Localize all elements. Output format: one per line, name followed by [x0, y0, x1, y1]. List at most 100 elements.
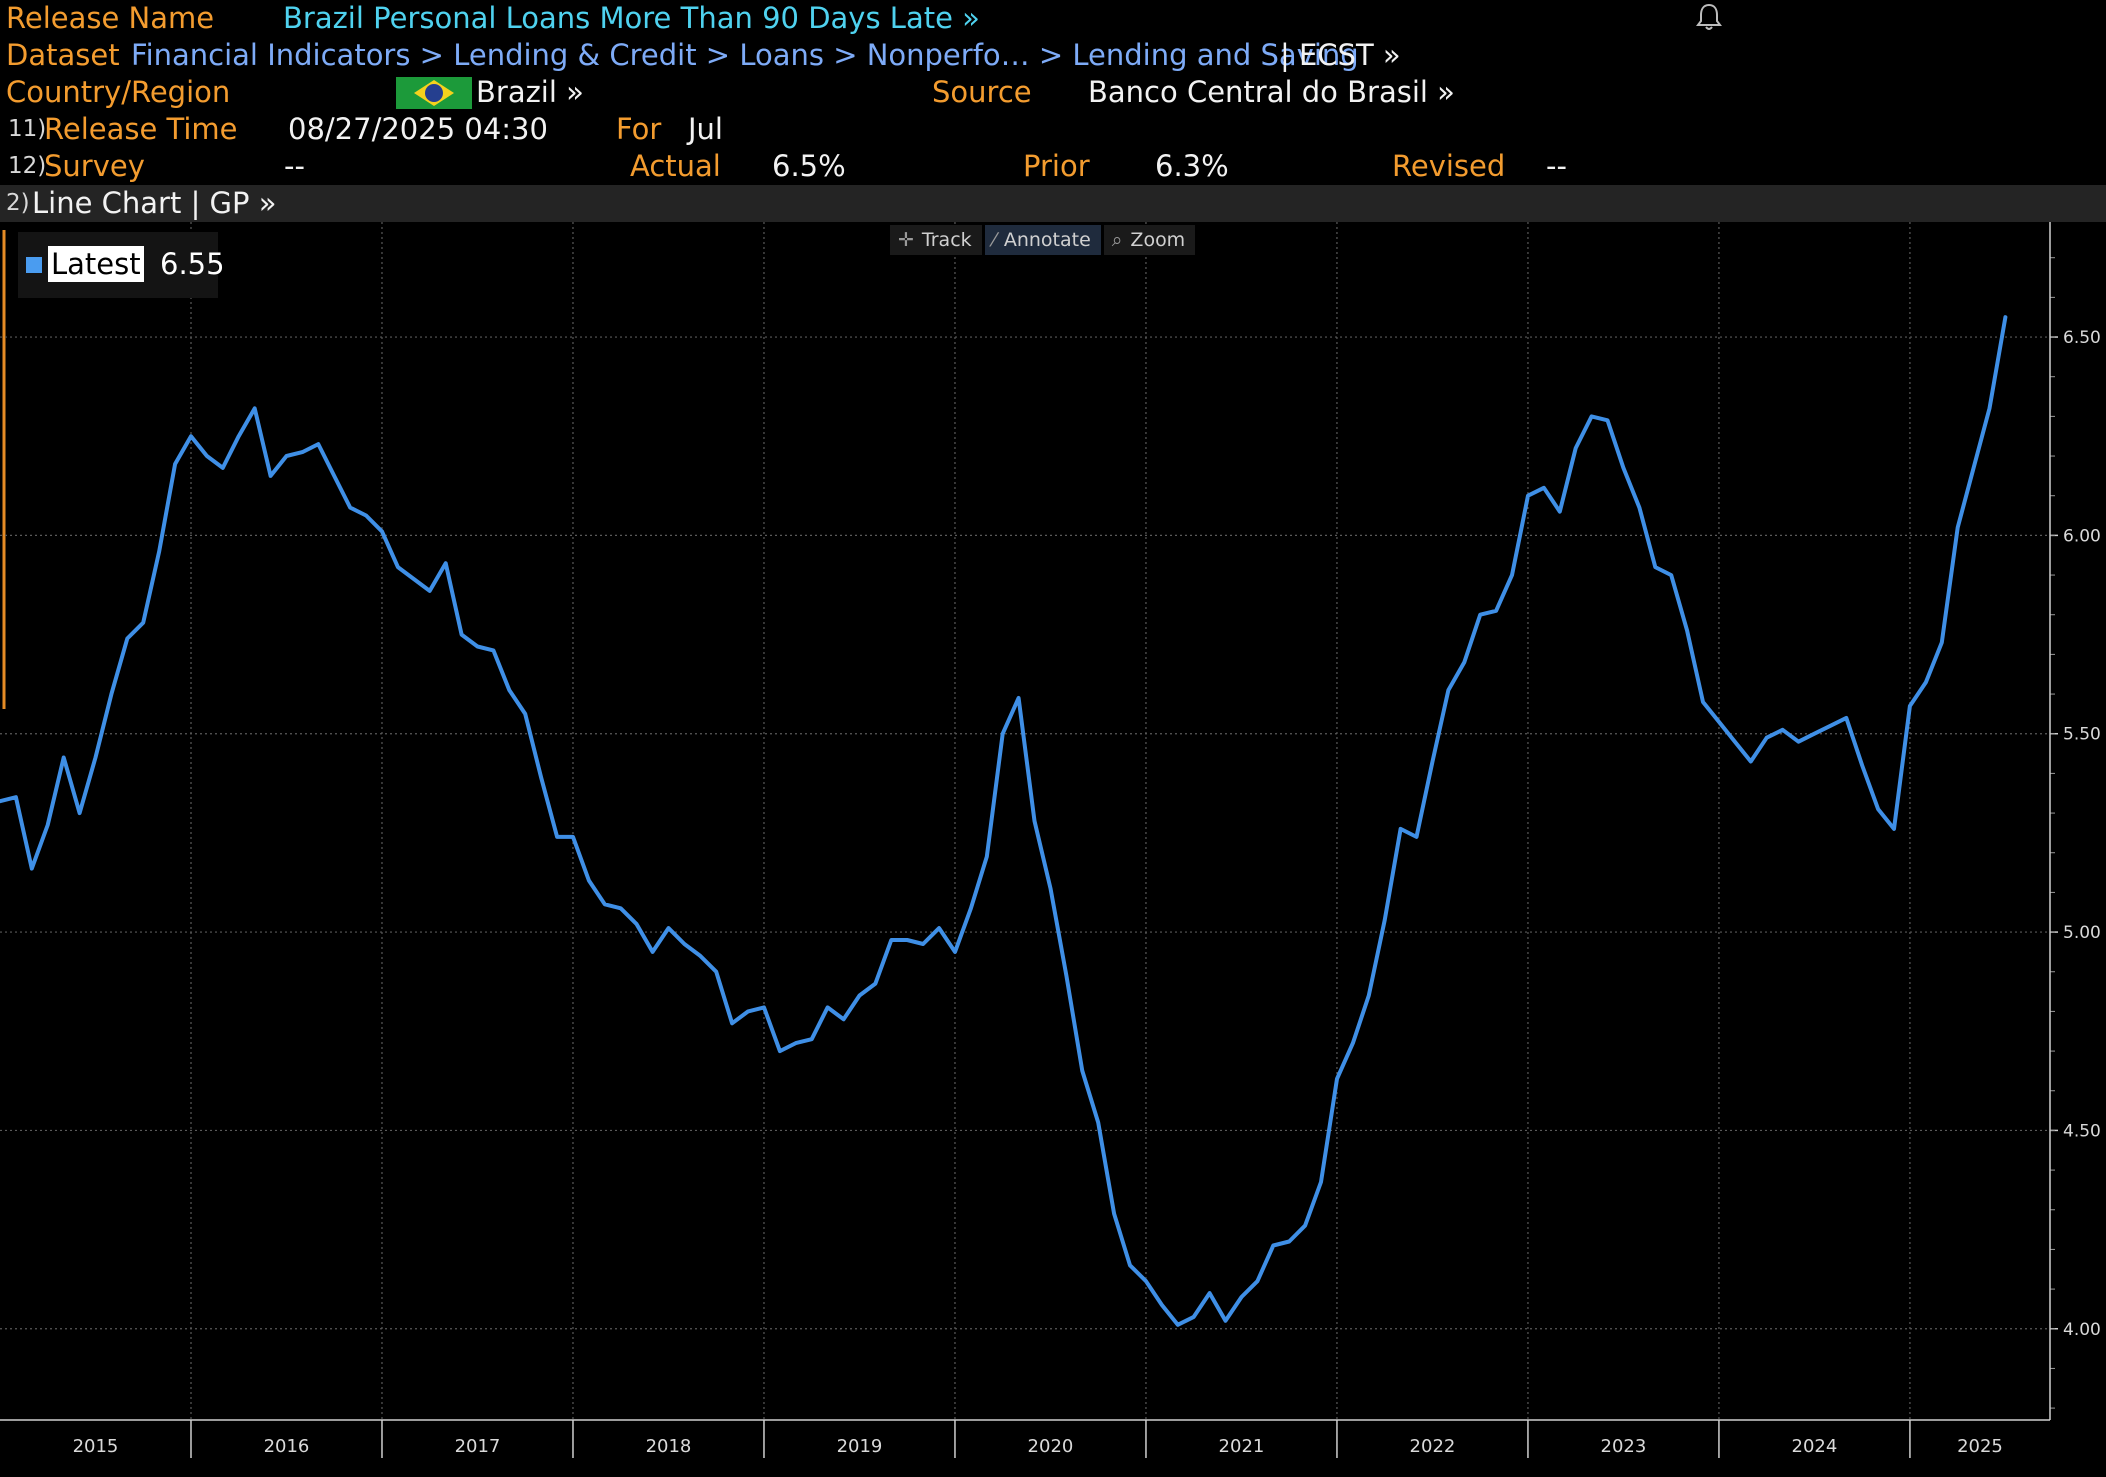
brazil-flag-icon [396, 77, 472, 109]
data-point [1478, 613, 1482, 617]
data-point [1415, 835, 1419, 839]
data-point [1112, 1212, 1116, 1216]
zoom-button[interactable]: ⌕ Zoom [1103, 225, 1196, 255]
release-time-number: 11) [8, 116, 47, 142]
survey-number: 12) [8, 153, 47, 179]
release-name-label: Release Name [6, 1, 215, 35]
data-point [778, 1049, 782, 1053]
data-point [1940, 641, 1944, 645]
data-point [460, 633, 464, 637]
data-point [1924, 680, 1928, 684]
data-point [1606, 418, 1610, 422]
pencil-icon: ⁄ [992, 229, 996, 251]
line-chart[interactable]: 4.00 4.50 5.00 5.50 6.00 6.50 2015 2016 2017 2018… [0, 222, 2106, 1477]
release-time-value: 08/27/2025 04:30 [288, 112, 548, 146]
data-point [62, 756, 66, 760]
track-button[interactable]: ✛ Track [890, 225, 982, 255]
data-point [1765, 736, 1769, 740]
series-line-latest[interactable] [0, 315, 2008, 1327]
survey-value: -- [284, 149, 305, 183]
data-point [396, 565, 400, 569]
chart-legend[interactable]: Latest 6.55 [18, 232, 225, 298]
y-tick-label: 5.50 [2063, 725, 2101, 745]
x-tick-label: 2016 [264, 1436, 310, 1457]
data-point [810, 1037, 814, 1041]
y-tick-label: 5.00 [2063, 923, 2101, 943]
crosshair-icon: ✛ [898, 229, 914, 251]
data-point [1797, 740, 1801, 744]
data-point [587, 879, 591, 883]
data-point [985, 855, 989, 859]
country-row: Country/Region Brazil » Source Banco Cen… [0, 74, 2106, 111]
data-point [1303, 1224, 1307, 1228]
data-point [858, 994, 862, 998]
data-point [1558, 510, 1562, 514]
data-point [316, 442, 320, 446]
data-point [539, 775, 543, 779]
data-point [109, 692, 113, 696]
chart-type-link[interactable]: Line Chart | GP » [32, 186, 277, 220]
release-time-label[interactable]: Release Time [44, 112, 238, 146]
data-point [1653, 565, 1657, 569]
data-point [1176, 1323, 1180, 1327]
prior-label: Prior [1023, 149, 1090, 183]
data-point [364, 514, 368, 518]
data-point [555, 835, 559, 839]
legend-swatch [26, 257, 42, 273]
revised-label: Revised [1392, 149, 1506, 183]
dataset-breadcrumb[interactable]: Financial Indicators > Lending & Credit … [131, 38, 1359, 72]
data-point [969, 906, 973, 910]
data-point [1526, 494, 1530, 498]
data-point [141, 621, 145, 625]
chart-header-bar: 2) Line Chart | GP » [0, 185, 2106, 222]
dataset-label: Dataset [6, 38, 120, 72]
data-point [1956, 526, 1960, 530]
data-point [603, 902, 607, 906]
bell-icon[interactable] [1696, 2, 1722, 32]
data-point [30, 867, 34, 871]
data-point [1510, 573, 1514, 577]
data-point [571, 835, 575, 839]
data-point [94, 756, 98, 760]
annotate-label: Annotate [1003, 229, 1091, 251]
data-point [619, 906, 623, 910]
data-point [1876, 807, 1880, 811]
source-label: Source [932, 75, 1032, 109]
x-tick-label: 2023 [1601, 1436, 1647, 1457]
data-point [1319, 1180, 1323, 1184]
y-tick-label: 4.50 [2063, 1121, 2101, 1141]
release-name-row: Release Name Brazil Personal Loans More … [0, 0, 2106, 37]
data-point [1781, 728, 1785, 732]
data-point [428, 589, 432, 593]
zoom-label: Zoom [1130, 229, 1186, 251]
data-point [1542, 486, 1546, 490]
data-point [1033, 819, 1037, 823]
data-point [1271, 1244, 1275, 1248]
y-tick-label: 6.50 [2063, 328, 2101, 348]
data-point [1192, 1315, 1196, 1319]
annotate-button[interactable]: ⁄ Annotate [984, 225, 1101, 255]
data-point [1096, 1121, 1100, 1125]
survey-label[interactable]: Survey [44, 149, 145, 183]
data-point [1144, 1279, 1148, 1283]
data-point [1431, 760, 1435, 764]
y-tick-label: 4.00 [2063, 1320, 2101, 1340]
track-label: Track [921, 229, 972, 251]
dataset-ticker-link[interactable]: | ECST » [1280, 38, 1401, 72]
legend-label: Latest [48, 246, 144, 282]
legend-value: 6.55 [160, 247, 225, 281]
source-link[interactable]: Banco Central do Brasil » [1088, 75, 1455, 109]
data-point [1399, 827, 1403, 831]
release-name-link[interactable]: Brazil Personal Loans More Than 90 Days … [283, 1, 980, 35]
country-link[interactable]: Brazil » [476, 75, 584, 109]
data-point [1160, 1303, 1164, 1307]
data-point [221, 466, 225, 470]
actual-value: 6.5% [772, 149, 846, 183]
data-point [1287, 1240, 1291, 1244]
data-point [46, 823, 50, 827]
data-point [1351, 1041, 1355, 1045]
data-point [826, 1005, 830, 1009]
data-point [1049, 886, 1053, 890]
x-tick-label: 2022 [1410, 1436, 1456, 1457]
data-point [921, 942, 925, 946]
